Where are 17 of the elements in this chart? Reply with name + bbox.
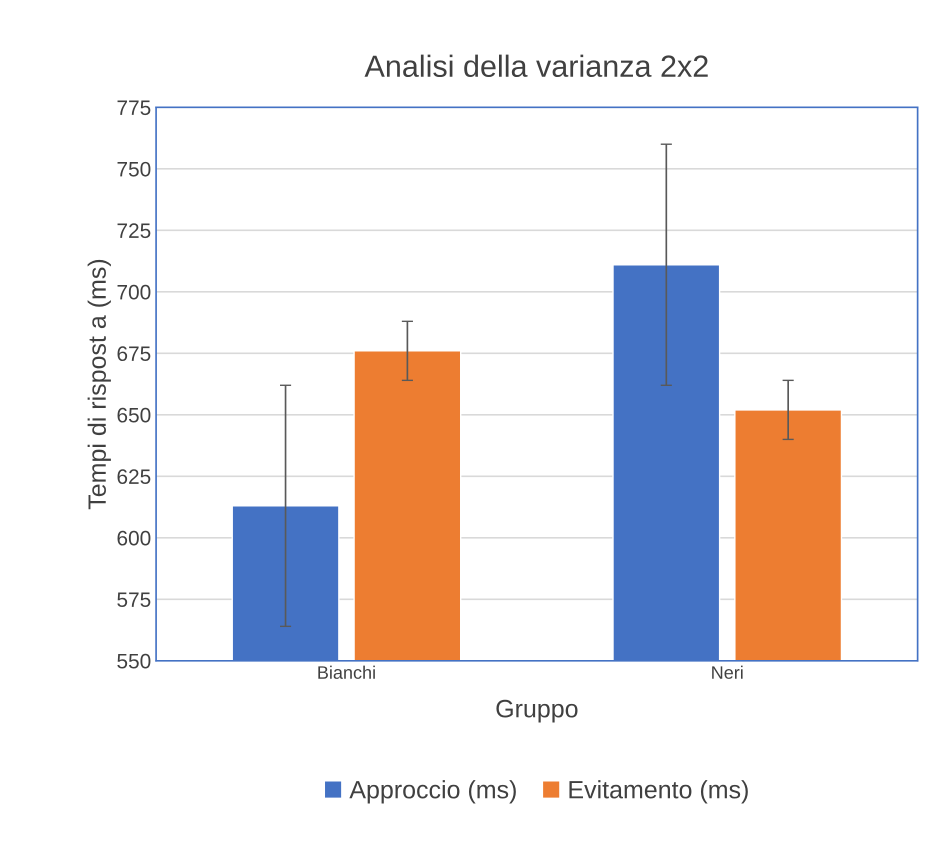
- legend-label: Evitamento (ms): [569, 780, 748, 804]
- x-tick-label: Neri: [712, 666, 743, 679]
- y-tick-label: 575: [117, 592, 150, 608]
- y-axis-title: Tempi di rispost a (ms): [88, 260, 111, 510]
- y-tick-label: 775: [118, 100, 150, 116]
- y-tick-label: 700: [118, 284, 150, 300]
- x-tick-label: Bianchi: [318, 666, 375, 679]
- y-tick-label: 675: [118, 346, 150, 362]
- y-tick-label: 725: [118, 223, 150, 238]
- y-tick-label: 550: [117, 654, 150, 669]
- legend-label: Approccio (ms): [349, 780, 516, 804]
- y-tick-label: 750: [118, 162, 150, 177]
- y-tick-label: 625: [118, 469, 150, 484]
- x-axis-title: Gruppo: [496, 700, 578, 722]
- y-tick-label: 650: [118, 408, 150, 423]
- chart-title: Analisi della varianza 2x2: [364, 54, 708, 78]
- y-tick-label: 600: [118, 530, 150, 546]
